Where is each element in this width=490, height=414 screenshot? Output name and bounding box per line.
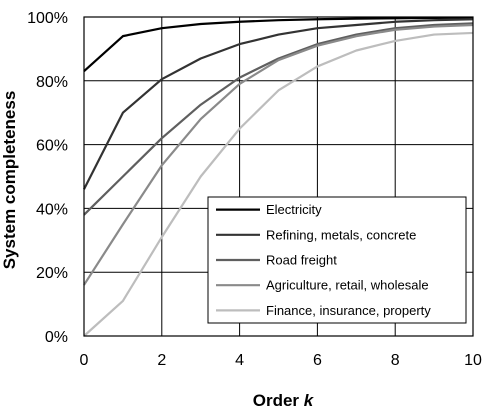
plot-frame [83,16,474,337]
series-line-4 [83,23,474,286]
x-tick-label: 2 [157,352,166,369]
x-axis-label: Order k [253,391,315,410]
x-tick-label: 4 [235,352,244,369]
y-tick-label: 80% [36,74,68,91]
legend-entry: Agriculture, retail, wholesale [266,278,429,293]
x-tick-label: 8 [391,352,400,369]
x-tick-label: 6 [313,352,322,369]
x-tick-label: 10 [464,352,482,369]
legend: Electricity Refining, metals, concrete Roa… [207,196,467,324]
tick-labels: 0 2 4 6 8 100%20%40%60%80%100% [27,10,482,369]
series-line-3 [83,22,474,216]
y-tick-label: 40% [36,201,68,218]
y-tick-label: 60% [36,138,68,155]
series-line-5 [83,31,474,337]
y-tick-label: 100% [27,10,68,27]
y-axis-label: System completeness [0,91,19,270]
legend-entry: Refining, metals, concrete [266,227,416,242]
legend-entry: Finance, insurance, property [266,303,431,318]
legend-entry: Road freight [266,253,337,268]
x-tick-label: 0 [80,352,89,369]
y-tick-label: 20% [36,265,68,282]
x-axis-label-main: Order [253,391,304,410]
series-line-1 [83,16,474,73]
y-tick-label: 0% [45,329,68,346]
legend-entry: Electricity [266,202,322,217]
series-line-2 [83,18,474,190]
x-axis-label-variable: k [304,391,315,410]
series-lines [83,16,474,337]
